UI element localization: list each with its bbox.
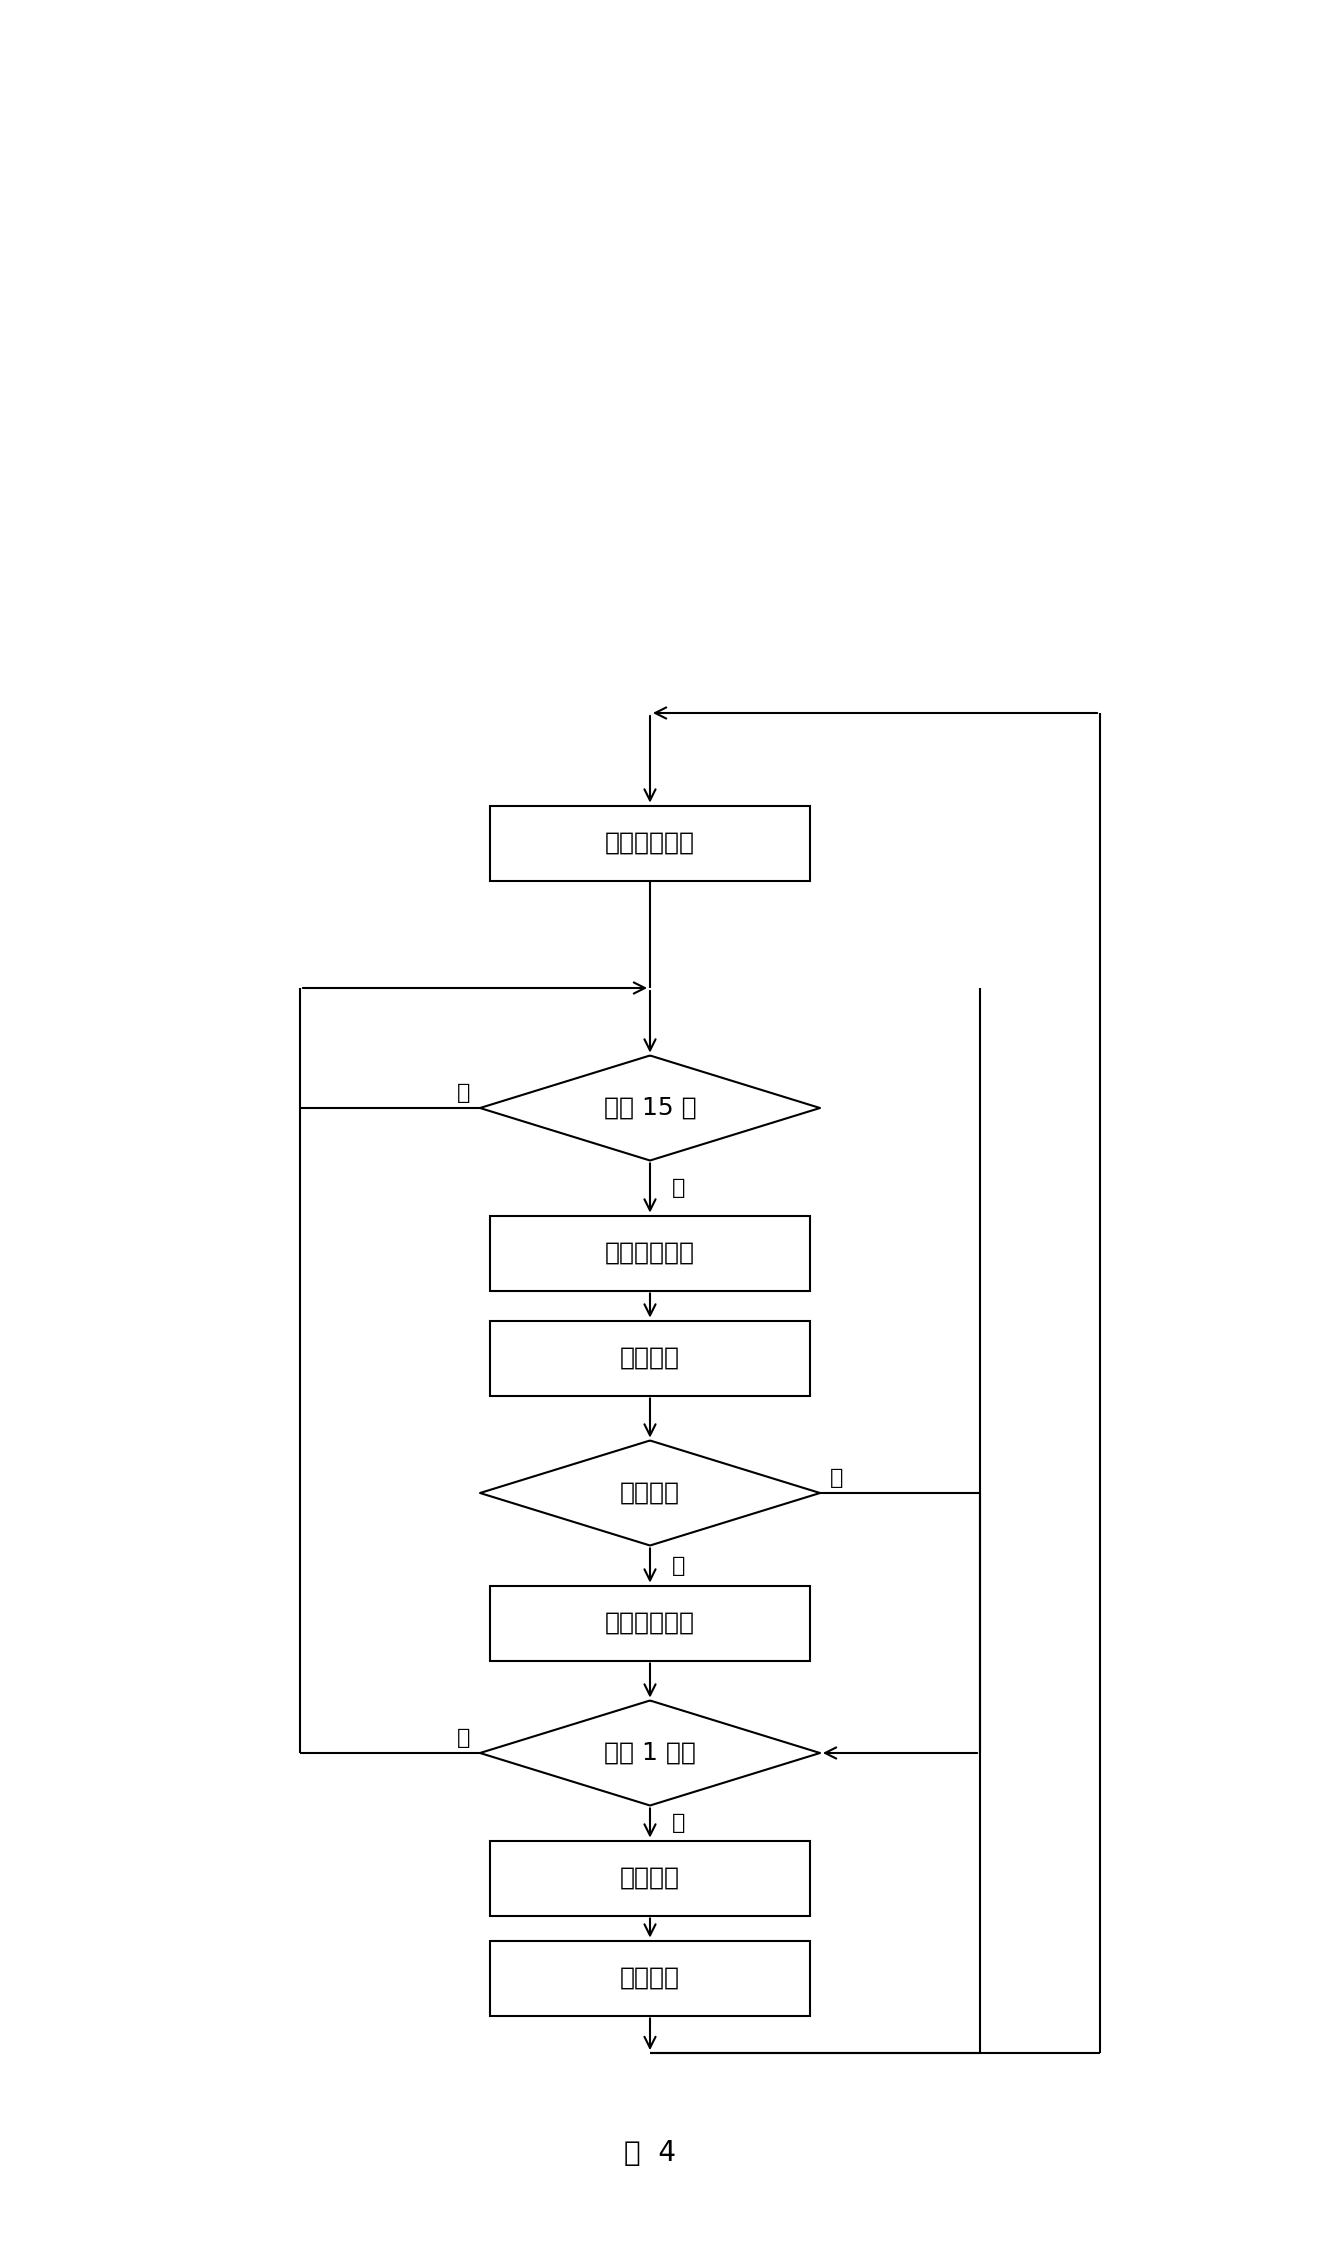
Text: 分析数据: 分析数据 [620, 1346, 680, 1369]
Bar [491, 1586, 810, 1661]
Bar [491, 806, 810, 880]
Bar [491, 1215, 810, 1290]
Text: 是: 是 [830, 1469, 844, 1489]
Bar [491, 1840, 810, 1914]
Text: 采集运行数据: 采集运行数据 [605, 1240, 694, 1265]
Text: 连接网络: 连接网络 [620, 1867, 680, 1890]
Text: 是: 是 [672, 1813, 685, 1833]
Text: 是否 1 小时: 是否 1 小时 [604, 1740, 696, 1765]
Text: 启动并初始化: 启动并初始化 [605, 831, 694, 855]
Text: 否: 否 [672, 1555, 685, 1575]
Text: 否: 否 [457, 1729, 471, 1747]
Text: 图  4: 图 4 [624, 2139, 676, 2168]
Text: 是否故障: 是否故障 [620, 1480, 680, 1505]
Text: 保存运行数据: 保存运行数据 [605, 1611, 694, 1634]
Bar [491, 1322, 810, 1396]
Text: 否: 否 [457, 1084, 471, 1102]
Text: 是: 是 [672, 1179, 685, 1197]
Text: 发送数据: 发送数据 [620, 1967, 680, 1989]
Text: 是否 15 秒: 是否 15 秒 [604, 1095, 696, 1120]
Bar [491, 1939, 810, 2016]
